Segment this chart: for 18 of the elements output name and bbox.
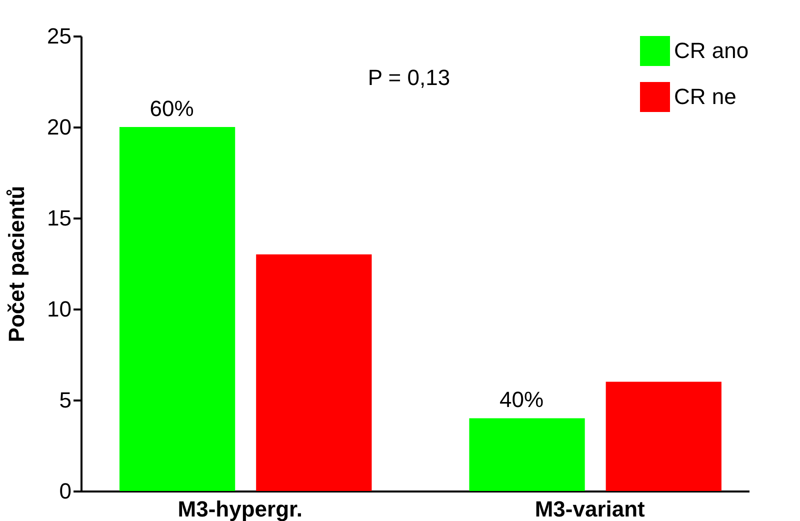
legend-label: CR ne — [674, 84, 736, 109]
y-tick-label: 0 — [59, 478, 72, 504]
bar — [606, 382, 722, 491]
x-tick-label: M3-variant — [534, 496, 646, 521]
y-tick-label: 10 — [47, 296, 72, 322]
bar — [119, 127, 236, 491]
y-axis-title: Počet pacientů — [4, 186, 30, 342]
bar — [469, 418, 585, 491]
bar — [256, 254, 372, 491]
annotation: 60% — [150, 96, 194, 121]
x-tick-label: M3-hypergr. — [178, 496, 302, 521]
annotation: P = 0,13 — [368, 65, 450, 90]
y-tick-label: 15 — [47, 206, 72, 230]
annotation: 40% — [500, 387, 544, 412]
y-tick-label: 5 — [59, 388, 72, 412]
y-tick-label: 25 — [47, 24, 72, 48]
y-tick-label: 20 — [47, 114, 72, 140]
legend-label: CR ano — [674, 38, 749, 63]
